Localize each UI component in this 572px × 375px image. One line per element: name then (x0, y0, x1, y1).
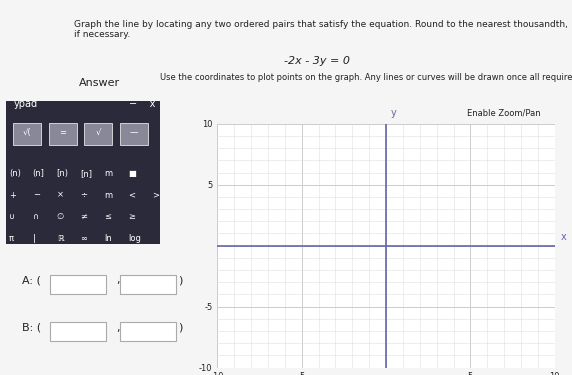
Text: ≥: ≥ (129, 212, 136, 221)
Text: -2x - 3y = 0: -2x - 3y = 0 (284, 56, 351, 66)
Text: B: (: B: ( (22, 323, 41, 333)
Text: A: (: A: ( (22, 276, 41, 285)
Text: (n): (n) (9, 169, 21, 178)
Text: ×: × (57, 190, 63, 200)
Text: |: | (33, 234, 35, 243)
Text: ≠: ≠ (81, 212, 88, 221)
Bar (120, 123, 148, 145)
Text: √: √ (96, 128, 101, 137)
Text: m: m (105, 169, 113, 178)
Text: ℝ: ℝ (57, 234, 63, 243)
Text: −: − (33, 190, 39, 200)
Bar (120, 322, 176, 341)
Text: ): ) (178, 276, 182, 285)
Text: (n]: (n] (33, 169, 45, 178)
Text: [n]: [n] (81, 169, 93, 178)
Text: Answer: Answer (79, 78, 120, 87)
Bar (85, 123, 112, 145)
Text: ∅: ∅ (57, 212, 64, 221)
Text: √(: √( (23, 128, 31, 137)
Text: y: y (391, 108, 397, 118)
Text: Graph the line by locating any two ordered pairs that satisfy the equation. Roun: Graph the line by locating any two order… (74, 20, 568, 39)
Bar (50, 275, 106, 294)
Text: log: log (129, 234, 141, 243)
Text: ypad: ypad (14, 99, 38, 109)
Bar (14, 123, 41, 145)
Text: x: x (561, 232, 566, 242)
Text: Enable Zoom/Pan: Enable Zoom/Pan (467, 108, 540, 117)
Text: ,: , (110, 323, 120, 333)
Text: ÷: ÷ (81, 190, 88, 200)
Text: ∞: ∞ (81, 234, 88, 243)
Bar (50, 322, 106, 341)
Text: ln: ln (105, 234, 112, 243)
Text: =: = (59, 128, 66, 137)
Text: ≤: ≤ (105, 212, 112, 221)
Text: ): ) (178, 323, 182, 333)
Text: —: — (130, 128, 138, 137)
Text: ∩: ∩ (33, 212, 39, 221)
Bar (120, 275, 176, 294)
Text: >: > (152, 190, 160, 200)
Text: ■: ■ (129, 169, 136, 178)
Text: <: < (129, 190, 136, 200)
Bar (49, 123, 77, 145)
Text: Use the coordinates to plot points on the graph. Any lines or curves will be dra: Use the coordinates to plot points on th… (160, 74, 572, 82)
Text: ,: , (110, 276, 120, 285)
Text: m: m (105, 190, 113, 200)
Text: −    x: − x (129, 99, 156, 109)
Text: π: π (9, 234, 14, 243)
Text: ∪: ∪ (9, 212, 15, 221)
Text: +: + (9, 190, 15, 200)
Text: [n): [n) (57, 169, 69, 178)
